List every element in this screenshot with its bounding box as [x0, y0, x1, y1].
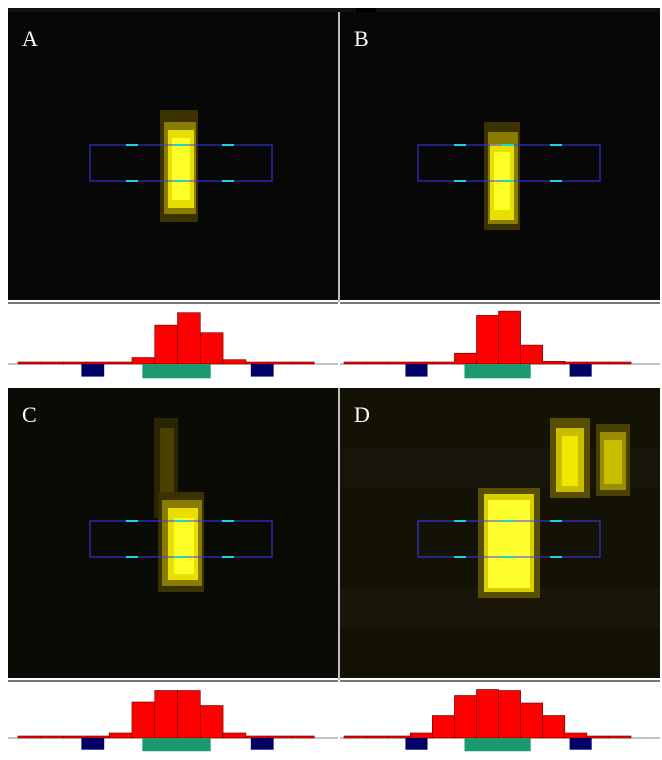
histogram-bar	[608, 735, 632, 739]
histogram-d-plot	[340, 689, 660, 752]
histogram-bar	[40, 735, 64, 739]
histogram-background-bin	[405, 738, 428, 750]
histogram-bar	[131, 701, 156, 739]
histogram-bar	[131, 357, 156, 365]
histogram-background-bin	[81, 364, 105, 377]
panel-a-label: A	[22, 26, 38, 51]
histogram-b-plot	[340, 310, 660, 379]
panel-a-image	[8, 12, 338, 300]
histogram-c	[8, 680, 338, 760]
panel-c-label: C	[22, 402, 37, 427]
histogram-bar	[387, 361, 411, 365]
histogram-bar	[177, 690, 201, 739]
top-border-bar	[8, 8, 660, 12]
histogram-bar	[268, 735, 292, 739]
histogram-bar	[564, 732, 588, 739]
roi-ticks	[454, 144, 562, 182]
histogram-a-plot	[8, 312, 338, 379]
histogram-bar	[17, 361, 42, 365]
histogram-bar	[454, 352, 477, 365]
histogram-bar	[498, 690, 521, 739]
top-border-marker	[356, 8, 376, 12]
histogram-bar	[200, 705, 224, 739]
histogram-d	[340, 680, 660, 760]
histogram-bar	[409, 361, 433, 365]
image-panel-c: C	[8, 388, 338, 678]
histogram-bar	[177, 312, 201, 365]
histogram-bar	[520, 702, 544, 739]
histogram-background-bin	[81, 738, 105, 750]
panel-divider-bottom	[338, 388, 340, 680]
histogram-background-bin	[569, 364, 592, 377]
histogram-bar	[245, 735, 269, 739]
histogram-background-bin	[250, 738, 274, 750]
image-panel-b: B	[340, 12, 660, 300]
panel-c-image	[8, 388, 338, 678]
histogram-b	[340, 302, 660, 388]
histogram-bar	[564, 361, 588, 365]
histogram-bar	[108, 361, 133, 365]
histogram-core-bar	[464, 738, 531, 752]
histogram-bar	[108, 732, 133, 739]
histogram-bar	[291, 735, 315, 739]
image-panel-a: A	[8, 12, 338, 300]
histogram-bar	[154, 324, 178, 365]
panel-b-image	[340, 12, 660, 300]
histogram-bar	[365, 735, 389, 739]
histogram-bar	[476, 689, 499, 739]
histogram-core-bar	[142, 738, 211, 752]
roi-ticks	[126, 520, 234, 558]
histogram-bar	[365, 361, 389, 365]
histogram-bar	[343, 735, 367, 739]
histogram-bar	[154, 690, 178, 739]
histogram-bar	[387, 735, 411, 739]
histogram-bar	[476, 315, 499, 365]
histogram-bar	[222, 732, 247, 739]
histogram-bar	[245, 361, 269, 365]
image-panel-d: D	[340, 388, 660, 678]
histogram-bar	[498, 310, 521, 365]
histogram-bar	[222, 359, 247, 365]
histogram-background-bin	[405, 364, 428, 377]
histogram-a	[8, 302, 338, 388]
histogram-bar	[40, 361, 64, 365]
histogram-bar	[454, 695, 477, 739]
histogram-bar	[268, 361, 292, 365]
roi-ticks	[454, 520, 562, 558]
histogram-bar	[291, 361, 315, 365]
histogram-bar	[432, 715, 455, 739]
histogram-bar	[63, 735, 87, 739]
histogram-bar	[17, 735, 42, 739]
histogram-bar	[343, 361, 367, 365]
roi-ticks	[126, 144, 234, 182]
histogram-bar	[586, 361, 610, 365]
histogram-background-bin	[250, 364, 274, 377]
histogram-bar	[200, 332, 224, 365]
panel-d-label: D	[354, 402, 370, 427]
histogram-bar	[63, 361, 87, 365]
panel-d-image	[340, 388, 660, 678]
histogram-bar	[586, 735, 610, 739]
histogram-c-plot	[8, 690, 338, 752]
histogram-bar	[542, 360, 566, 365]
histogram-bar	[86, 361, 110, 365]
histogram-bar	[409, 732, 433, 739]
histogram-bar	[520, 344, 544, 365]
histogram-background-bin	[569, 738, 592, 750]
panel-divider-top	[338, 12, 340, 302]
fluorescent-spot	[488, 500, 530, 588]
histogram-core-bar	[142, 364, 211, 379]
histogram-bar	[432, 361, 455, 365]
histogram-core-bar	[464, 364, 531, 379]
histogram-bar	[542, 715, 566, 739]
histogram-bar	[608, 361, 632, 365]
panel-b-label: B	[354, 26, 369, 51]
histogram-bar	[86, 735, 110, 739]
